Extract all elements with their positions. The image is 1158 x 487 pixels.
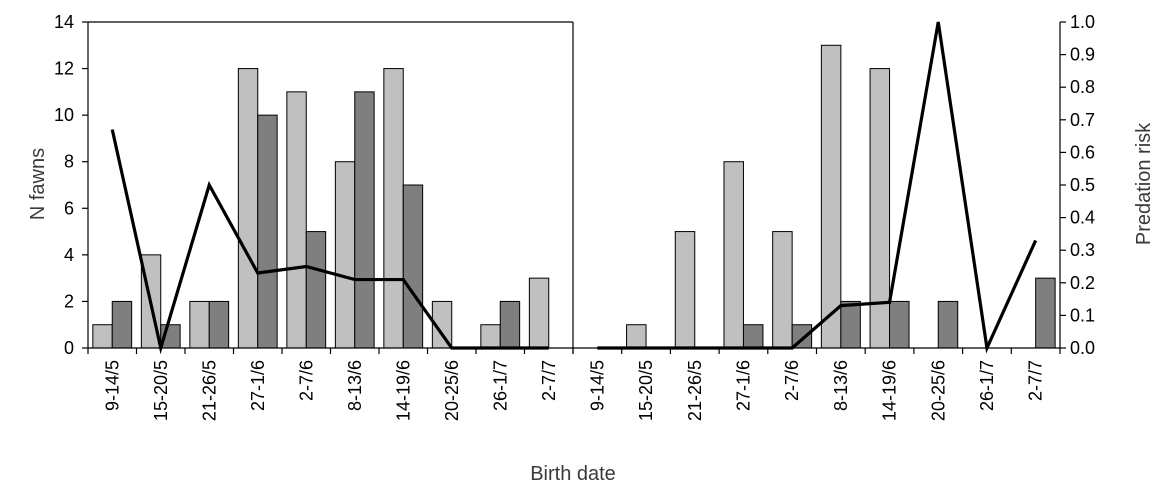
- y2-tick-label: 0.4: [1070, 208, 1095, 228]
- x-tick-label: 2-7/7: [539, 360, 559, 401]
- y2-tick-label: 0.1: [1070, 305, 1095, 325]
- bar-dark: [499, 300, 521, 349]
- bar-light: [723, 161, 744, 349]
- bar-dark: [208, 300, 230, 349]
- y2-tick-label: 1.0: [1070, 12, 1095, 32]
- x-tick-label: 8-13/6: [831, 360, 851, 411]
- y2-tick-label: 0.2: [1070, 273, 1095, 293]
- bar-dark: [402, 184, 424, 349]
- y2-tick-label: 0.8: [1070, 77, 1095, 97]
- x-tick-label: 26-1/7: [977, 360, 997, 411]
- predation-risk-line: [597, 21, 1038, 354]
- y2-axis-title: Predation risk: [1133, 122, 1155, 245]
- y-tick-label: 12: [54, 59, 74, 79]
- y2-tick-label: 0.0: [1070, 338, 1095, 358]
- x-tick-label: 14-19/6: [880, 360, 900, 421]
- y2-tick-label: 0.9: [1070, 45, 1095, 65]
- x-tick-label: 9-14/5: [587, 360, 607, 411]
- y2-tick-label: 0.5: [1070, 175, 1095, 195]
- x-tick-label: 20-25/6: [442, 360, 462, 421]
- x-tick-label: 20-25/6: [928, 360, 948, 421]
- bar-dark: [742, 324, 764, 349]
- bar-light: [772, 231, 793, 349]
- x-tick-label: 14-19/6: [393, 360, 413, 421]
- y2-tick-label: 0.7: [1070, 110, 1095, 130]
- y-tick-label: 2: [64, 291, 74, 311]
- y-tick-label: 0: [64, 338, 74, 358]
- bar-light: [189, 300, 210, 349]
- bar-light: [674, 231, 696, 349]
- x-tick-label: 21-26/5: [199, 360, 219, 421]
- predation-risk-line: [110, 129, 549, 355]
- bar-dark: [889, 300, 910, 349]
- right-panel: [597, 21, 1056, 354]
- x-tick-label: 26-1/7: [490, 360, 510, 411]
- left-panel: [92, 68, 550, 355]
- x-tick-label: 15-20/5: [151, 360, 171, 421]
- x-tick-label: 2-7/7: [1026, 360, 1046, 401]
- bar-dark: [257, 114, 278, 349]
- y-tick-label: 8: [64, 152, 74, 172]
- bar-dark: [111, 300, 133, 349]
- y-axis-title: N fawns: [27, 148, 49, 220]
- y-tick-label: 4: [64, 245, 74, 265]
- bar-light: [626, 324, 647, 349]
- x-axis-title: Birth date: [530, 463, 616, 485]
- x-tick-label: 8-13/6: [345, 360, 365, 411]
- x-tick-label: 15-20/5: [636, 360, 656, 421]
- y2-tick-label: 0.6: [1070, 142, 1095, 162]
- bar-light: [528, 277, 550, 349]
- bar-light: [869, 68, 891, 349]
- x-tick-label: 2-7/6: [782, 360, 802, 401]
- bar-dark: [840, 300, 861, 349]
- y-tick-label: 14: [54, 12, 74, 32]
- bar-dark: [354, 91, 375, 349]
- bar-light: [334, 161, 356, 349]
- y-tick-label: 6: [64, 198, 74, 218]
- y-tick-label: 10: [54, 105, 74, 125]
- x-tick-label: 9-14/5: [102, 360, 122, 411]
- bar-dark: [305, 231, 327, 349]
- x-tick-label: 21-26/5: [685, 360, 705, 421]
- bar-light: [92, 324, 113, 349]
- bar-light: [383, 68, 404, 349]
- axes-layer: 9-14/5 15-20/5 21-26/5 27-1/6 2-7/6 8-13/6 14-…: [54, 12, 1095, 421]
- bar-dark: [1035, 277, 1056, 349]
- x-tick-label: 27-1/6: [248, 360, 268, 411]
- bar-light: [480, 324, 501, 349]
- y2-tick-label: 0.3: [1070, 240, 1095, 260]
- bar-dark: [937, 300, 959, 349]
- bar-light: [286, 91, 307, 349]
- x-tick-label: 2-7/6: [296, 360, 316, 401]
- bar-light: [237, 68, 259, 349]
- x-tick-label: 27-1/6: [733, 360, 753, 411]
- bar-light: [820, 44, 842, 349]
